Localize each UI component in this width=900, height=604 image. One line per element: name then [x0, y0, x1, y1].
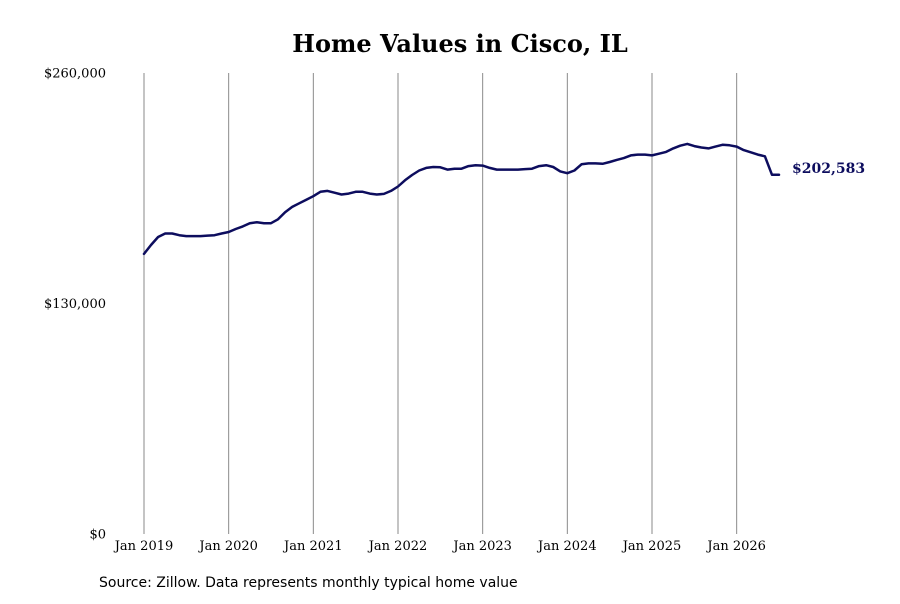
- series-line: [142, 142, 781, 256]
- x-tick-label: Jan 2026: [705, 539, 766, 554]
- x-axis-ticks: Jan 2019 Jan 2020 Jan 2021 Jan 2022 Jan 2023…: [113, 539, 766, 554]
- y-tick-label: $260,000: [44, 67, 106, 82]
- chart-title: Home Values in Cisco, IL: [292, 29, 628, 58]
- y-tick-label: $130,000: [44, 297, 106, 312]
- x-tick-label: Jan 2020: [197, 539, 258, 554]
- x-tick-label: Jan 2024: [536, 539, 597, 554]
- end-value-label: $202,583: [792, 161, 865, 177]
- grid-lines: [143, 73, 738, 534]
- x-tick-label: Jan 2025: [621, 539, 682, 554]
- x-tick-label: Jan 2023: [451, 539, 512, 554]
- x-tick-label: Jan 2022: [367, 539, 428, 554]
- x-tick-label: Jan 2021: [282, 539, 343, 554]
- source-note: Source: Zillow. Data represents monthly …: [99, 575, 518, 591]
- y-axis-ticks: $0 $130,000 $260,000: [44, 67, 106, 543]
- y-tick-label: $0: [89, 528, 106, 543]
- series-layer: [142, 142, 781, 256]
- x-tick-label: Jan 2019: [113, 539, 174, 554]
